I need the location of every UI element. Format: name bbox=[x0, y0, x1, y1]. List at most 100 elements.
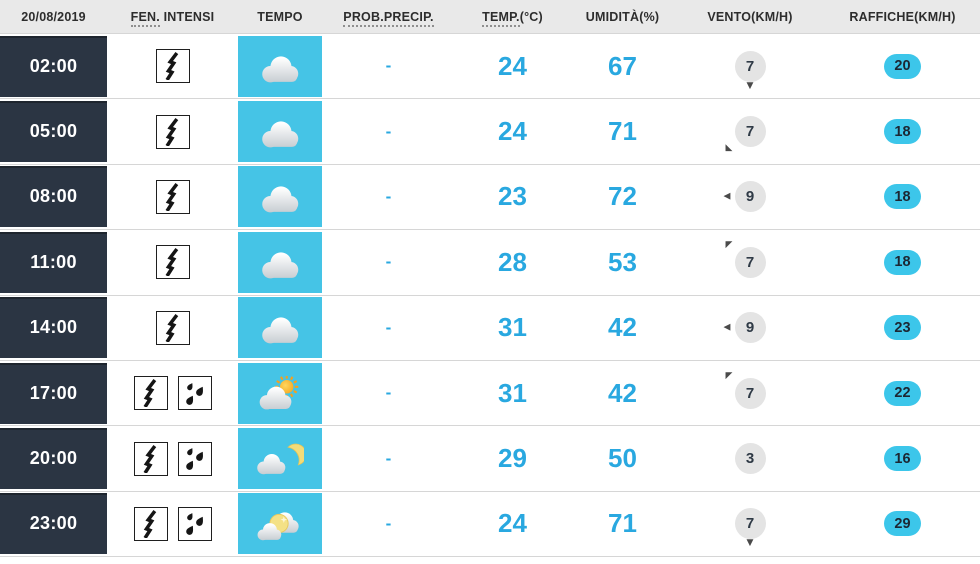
time-cell-wrap: 08:00 bbox=[0, 165, 107, 229]
gust-badge: 22 bbox=[884, 380, 921, 406]
phenomena-cell bbox=[107, 361, 238, 425]
wind-speed-badge: 7 bbox=[734, 50, 766, 82]
table-header-row: 20/08/2019 FEN. INTENSI TEMPO PROB.PRECIP. T… bbox=[0, 0, 980, 33]
temperature-value: 31 bbox=[498, 377, 527, 408]
wind-badge-wrap: 7 ◤ bbox=[726, 371, 766, 409]
wind-badge-wrap: 9 ◀ bbox=[724, 312, 766, 344]
gust-badge: 29 bbox=[884, 511, 921, 537]
temperature-value: 31 bbox=[498, 312, 527, 343]
wind-badge-wrap: 7 ▼ bbox=[734, 50, 766, 90]
weather-icon-cloudy bbox=[238, 231, 322, 293]
wind-direction-icon: ◣ bbox=[725, 143, 733, 154]
column-header-wind: VENTO(KM/H) bbox=[675, 10, 825, 24]
wind-direction-icon: ◤ bbox=[725, 370, 733, 381]
wind-speed-badge: 3 bbox=[734, 443, 766, 475]
storm-icon bbox=[155, 245, 190, 280]
phenomena-cell bbox=[107, 165, 238, 229]
column-header-label: 20/08/2019 bbox=[21, 9, 86, 24]
storm-icon bbox=[155, 114, 190, 149]
storm-icon bbox=[155, 179, 190, 214]
tempo-cell-wrap bbox=[238, 99, 322, 163]
time-cell-wrap: 02:00 bbox=[0, 34, 107, 98]
column-header-humidity: UMIDITÀ(%) bbox=[570, 10, 675, 24]
phenomena-cell bbox=[107, 426, 238, 490]
temperature-value: 24 bbox=[498, 508, 527, 539]
column-header-abbr[interactable]: FEN. bbox=[130, 9, 160, 27]
column-header-gusts: RAFFICHE(KM/H) bbox=[825, 10, 980, 24]
rain-icon bbox=[177, 376, 212, 411]
column-header-label: TEMPO bbox=[257, 9, 303, 24]
storm-icon bbox=[155, 49, 190, 84]
wind-speed-badge: 9 bbox=[734, 181, 766, 213]
humidity-value: 53 bbox=[608, 246, 637, 277]
gust-badge: 20 bbox=[884, 53, 921, 79]
phenomena-cell bbox=[107, 34, 238, 98]
gust-badge: 18 bbox=[884, 249, 921, 275]
humidity-value: 72 bbox=[608, 181, 637, 212]
temperature-value: 24 bbox=[498, 50, 527, 81]
time-cell: 20:00 bbox=[0, 428, 107, 490]
weather-icon-cloudy bbox=[238, 35, 322, 97]
time-cell-wrap: 20:00 bbox=[0, 426, 107, 490]
gust-cell: 29 bbox=[825, 492, 980, 556]
forecast-row: 11:00 - 28 53 7 ◤ 18 bbox=[0, 229, 980, 295]
forecast-row: 08:00 - 23 72 9 ◀ 18 bbox=[0, 163, 980, 230]
forecast-row: 14:00 - 31 42 9 ◀ 23 bbox=[0, 294, 980, 360]
column-header-phenomena: FEN. INTENSI bbox=[107, 9, 238, 27]
weather-icon-sun-cloud bbox=[238, 362, 322, 424]
temperature-value: 29 bbox=[498, 443, 527, 474]
time-cell-wrap: 05:00 bbox=[0, 99, 107, 163]
humidity-value: 71 bbox=[608, 508, 637, 539]
gust-badge: 23 bbox=[884, 315, 921, 341]
storm-icon bbox=[133, 506, 168, 541]
column-header-prob: PROB.PRECIP. bbox=[322, 9, 455, 27]
forecast-row: 23:00 - 24 71 7 ▼ 29 bbox=[0, 490, 980, 557]
precip-value: - bbox=[385, 121, 392, 141]
column-header-abbr[interactable]: TEMP. bbox=[482, 9, 520, 27]
storm-icon bbox=[155, 310, 190, 345]
weather-icon-moon-clouds bbox=[238, 493, 322, 555]
wind-direction-icon: ◤ bbox=[725, 239, 733, 250]
temperature-value: 28 bbox=[498, 246, 527, 277]
time-cell-wrap: 14:00 bbox=[0, 296, 107, 360]
forecast-row: 17:00 - 31 42 7 ◤ 22 bbox=[0, 359, 980, 426]
column-header-rest: (°C) bbox=[519, 9, 543, 24]
precip-value: - bbox=[385, 252, 392, 272]
phenomena-cell bbox=[107, 99, 238, 163]
wind-cell: 3 bbox=[675, 426, 825, 490]
weather-icon-cloud-moon bbox=[238, 428, 322, 490]
tempo-cell-wrap bbox=[238, 34, 322, 98]
wind-badge-wrap: 9 ◀ bbox=[724, 181, 766, 213]
column-header-rest: INTENSI bbox=[159, 9, 215, 24]
time-cell: 14:00 bbox=[0, 297, 107, 359]
column-header-label: UMIDITÀ(%) bbox=[585, 9, 660, 24]
rain-icon bbox=[177, 506, 212, 541]
gust-cell: 18 bbox=[825, 165, 980, 229]
time-cell: 02:00 bbox=[0, 35, 107, 97]
humidity-value: 67 bbox=[608, 50, 637, 81]
wind-speed-badge: 7 bbox=[734, 508, 766, 540]
phenomena-cell bbox=[107, 296, 238, 360]
humidity-value: 50 bbox=[608, 443, 637, 474]
column-header-temp: TEMP.(°C) bbox=[455, 9, 570, 27]
wind-direction-icon: ▼ bbox=[746, 80, 754, 91]
precip-value: - bbox=[385, 317, 392, 337]
weather-icon-cloudy bbox=[238, 101, 322, 163]
wind-speed-badge: 7 bbox=[734, 116, 766, 148]
phenomena-cell bbox=[107, 230, 238, 294]
gust-cell: 20 bbox=[825, 34, 980, 98]
gust-badge: 18 bbox=[884, 119, 921, 145]
time-cell: 05:00 bbox=[0, 101, 107, 163]
column-header-tempo: TEMPO bbox=[238, 10, 322, 24]
wind-cell: 7 ▼ bbox=[675, 492, 825, 556]
precip-value: - bbox=[385, 186, 392, 206]
tempo-cell-wrap bbox=[238, 492, 322, 556]
gust-badge: 18 bbox=[884, 184, 921, 210]
weather-icon-cloudy bbox=[238, 297, 322, 359]
humidity-value: 42 bbox=[608, 312, 637, 343]
gust-cell: 18 bbox=[825, 99, 980, 163]
column-header-abbr[interactable]: PROB.PRECIP. bbox=[343, 9, 434, 27]
wind-speed-badge: 9 bbox=[734, 312, 766, 344]
time-cell-wrap: 23:00 bbox=[0, 492, 107, 556]
wind-badge-wrap: 3 bbox=[734, 443, 766, 475]
